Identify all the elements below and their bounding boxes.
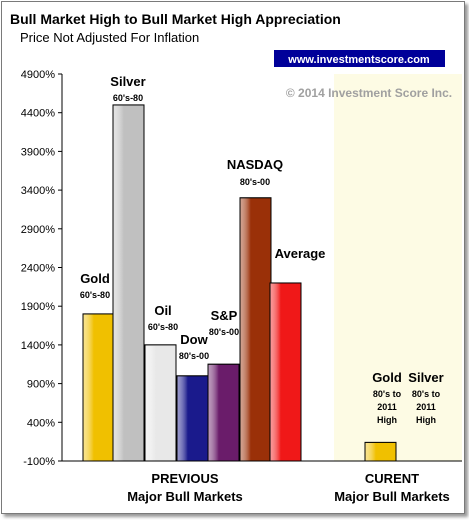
group-label-current: CURENT <box>365 471 419 486</box>
bar-name-label: Average <box>275 246 326 261</box>
bar-average <box>269 282 302 462</box>
website-badge[interactable] <box>274 50 445 67</box>
bar-nasdaq <box>239 197 272 462</box>
bar-period-label: 80's to <box>412 389 441 399</box>
bar-silver <box>112 104 145 462</box>
bar-period-label: 80's-00 <box>240 177 270 187</box>
bar-gold <box>82 313 115 462</box>
group-sublabel-current: Major Bull Markets <box>334 489 450 504</box>
bar-labels: Gold60's-80Silver60's-80Oil60's-80Dow80'… <box>80 74 444 425</box>
bar-period-label: High <box>416 415 436 425</box>
chart-subtitle: Price Not Adjusted For Inflation <box>20 30 199 45</box>
bar-name-label: Dow <box>180 332 208 347</box>
bar-period-label: 60's-80 <box>113 93 143 103</box>
website-link[interactable]: www.investmentscore.com <box>287 54 430 66</box>
bar-period-label: 80's to <box>373 389 402 399</box>
group-label-previous: PREVIOUS <box>151 471 219 486</box>
bar-period-label: 80's-00 <box>209 327 239 337</box>
bar-name-label: Gold <box>80 271 110 286</box>
bar-oil <box>144 344 177 462</box>
bar-name-label: Oil <box>154 303 171 318</box>
bar-period-label: 2011 <box>416 402 436 412</box>
y-tick-label: 1400% <box>21 340 55 352</box>
bar-name-label: NASDAQ <box>227 157 283 172</box>
y-tick-label: 2900% <box>21 224 55 236</box>
bar-name-label: Silver <box>110 74 145 89</box>
bar-period-label: High <box>377 415 397 425</box>
bar-period-label: 60's-80 <box>148 322 178 332</box>
y-tick-label: 1900% <box>21 301 55 313</box>
bar-period-label: 60's-80 <box>80 290 110 300</box>
plot-bg-current <box>334 74 462 461</box>
y-tick-label: 900% <box>27 379 55 391</box>
bar-name-label: S&P <box>211 308 238 323</box>
y-tick-label: 4400% <box>21 108 55 120</box>
bar-name-label: Gold <box>372 370 402 385</box>
y-tick-label: -100% <box>23 456 55 468</box>
copyright-text: © 2014 Investment Score Inc. <box>286 86 452 100</box>
bar-sp <box>207 363 240 462</box>
bar-name-label: Silver <box>408 370 443 385</box>
y-tick-label: 4900% <box>21 69 55 81</box>
y-tick-label: 2400% <box>21 263 55 275</box>
y-tick-label: 400% <box>27 417 55 429</box>
chart-frame: Bull Market High to Bull Market High App… <box>1 1 465 514</box>
bar-dow <box>176 375 209 462</box>
group-sublabel-previous: Major Bull Markets <box>127 489 243 504</box>
y-tick-label: 3400% <box>21 185 55 197</box>
y-tick-label: 3900% <box>21 146 55 158</box>
bar-period-label: 2011 <box>377 402 397 412</box>
chart-title: Bull Market High to Bull Market High App… <box>10 11 341 27</box>
bar-gold <box>364 441 397 462</box>
y-axis-ticks: 4900% 4400% 3900% 3400% 2900% 2400% 1900% 1400%… <box>21 69 62 468</box>
bar-period-label: 80's-00 <box>179 351 209 361</box>
chart: Bull Market High to Bull Market High App… <box>10 11 462 504</box>
bars <box>82 104 397 462</box>
